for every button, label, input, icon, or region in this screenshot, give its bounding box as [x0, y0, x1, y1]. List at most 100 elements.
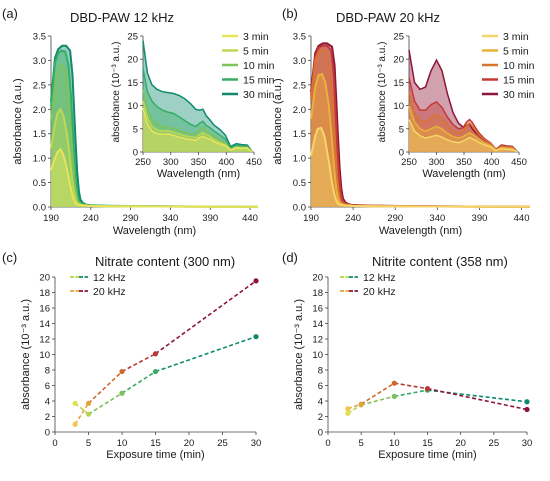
- data-point-20-kHz: [358, 401, 364, 407]
- legend-label-5-min: 5 min: [503, 46, 529, 58]
- inset-y-tick-label: 20: [127, 55, 138, 66]
- series-segment-12-kHz: [121, 370, 156, 394]
- x-tick-label: 240: [345, 213, 361, 224]
- data-point-12-kHz: [72, 400, 78, 406]
- inset-area-30-min: [143, 40, 252, 152]
- x-axis-label: Exposure time (min): [106, 449, 204, 461]
- panel-a-title: DBD-PAW 12 kHz: [70, 10, 174, 25]
- x-tick-label: 30: [251, 438, 262, 449]
- legend-label-20-kHz: 20 kHz: [93, 286, 126, 298]
- y-tick-label: 3.0: [33, 56, 46, 67]
- y-tick-label: 1.0: [33, 154, 46, 165]
- data-point-12-kHz: [524, 399, 530, 405]
- inset-line-3-min: [408, 119, 518, 153]
- y-tick-label: 10: [39, 350, 50, 361]
- x-tick-label: 240: [83, 213, 99, 224]
- x-tick-label: 340: [429, 213, 445, 224]
- x-tick-label: 5: [86, 438, 91, 449]
- data-point-20-kHz: [85, 400, 92, 406]
- legend-label-15-min: 15 min: [243, 75, 275, 87]
- y-tick-label: 2.5: [293, 80, 306, 91]
- y-tick-label: 8: [318, 366, 323, 377]
- y-tick-label: 12: [39, 335, 50, 346]
- x-tick-label: 10: [117, 438, 128, 449]
- y-tick-label: 1.0: [293, 154, 306, 165]
- y-tick-label: 0.0: [293, 203, 306, 214]
- series-segment-20-kHz: [427, 387, 528, 411]
- y-tick-label: 2.0: [33, 105, 46, 116]
- inset-area-3-min: [409, 119, 517, 152]
- y-tick-label: 10: [312, 350, 323, 361]
- y-tick-label: 6: [318, 381, 323, 392]
- panel-c-chart: 0 2 4 6 8 10 12 14 16 18 20 0 5 10 15 20 25 30 Exposure ti…: [20, 272, 261, 461]
- y-tick-label: 8: [45, 366, 50, 377]
- inset-y-tick-label: 25: [127, 32, 138, 43]
- panel-b-chart: 0.0 0.5 1.0 1.5 2.0 2.5 3.0 3.5 190 240 290 340 390 4…: [272, 31, 535, 237]
- y-tick-label: 14: [39, 319, 50, 330]
- y-axis-label: absorbance (10⁻³ a.u.): [293, 299, 305, 410]
- inset-area-5-min: [143, 100, 252, 152]
- inset-line-15-min: [142, 68, 253, 152]
- data-point-12-kHz: [152, 368, 159, 375]
- inset-x-tick-label: 450: [246, 157, 262, 168]
- series-segment-12-kHz: [347, 404, 362, 415]
- x-tick-label: 190: [43, 213, 59, 224]
- legend-label-12-kHz: 12 kHz: [93, 272, 126, 284]
- data-point-20-kHz: [391, 380, 397, 386]
- x-axis-label: Exposure time (min): [378, 449, 476, 461]
- data-point-12-kHz: [253, 334, 259, 340]
- y-tick-label: 14: [312, 319, 323, 330]
- legend-label-3-min: 3 min: [243, 31, 269, 43]
- data-point-12-kHz: [85, 411, 92, 417]
- y-tick-label: 16: [312, 304, 323, 315]
- series-segment-20-kHz: [121, 353, 156, 373]
- y-tick-label: 4: [45, 397, 50, 408]
- x-tick-label: 440: [514, 213, 530, 224]
- x-tick-label: 190: [303, 213, 319, 224]
- y-tick-label: 0.0: [33, 203, 46, 214]
- y-axis-label: absorbance (a.u.): [272, 78, 284, 164]
- series-segment-12-kHz: [74, 402, 90, 415]
- series-segment-12-kHz: [88, 392, 123, 415]
- inset-y-tick-label: 10: [127, 101, 138, 112]
- legend-label-30-min: 30 min: [503, 89, 535, 101]
- inset-x-tick-label: 400: [484, 157, 500, 168]
- series-segment-20-kHz: [74, 402, 90, 425]
- x-tick-label: 20: [184, 438, 195, 449]
- data-point-12-kHz: [119, 390, 125, 396]
- data-point-20-kHz: [72, 421, 78, 427]
- y-axis-label: absorbance (a.u.): [12, 78, 24, 164]
- x-tick-label: 20: [455, 438, 466, 449]
- y-tick-label: 20: [312, 273, 323, 284]
- x-tick-label: 25: [489, 438, 500, 449]
- y-tick-label: 18: [39, 288, 50, 299]
- inset-line-3-min: [142, 107, 253, 153]
- inset-y-tick-label: 25: [393, 32, 404, 43]
- y-tick-label: 20: [39, 273, 50, 284]
- legend-label-3-min: 3 min: [503, 31, 529, 43]
- x-tick-label: 15: [150, 438, 161, 449]
- series-line-3-min: [310, 126, 531, 208]
- data-point-20-kHz: [424, 386, 431, 392]
- data-point-20-kHz: [152, 351, 159, 357]
- y-tick-label: 0.5: [293, 178, 306, 189]
- inset-x-tick-label: 300: [429, 157, 445, 168]
- series-segment-20-kHz: [155, 280, 257, 355]
- legend-label-15-min: 15 min: [503, 75, 535, 87]
- x-tick-label: 30: [522, 438, 533, 449]
- y-tick-label: 1.5: [33, 129, 46, 140]
- x-tick-label: 290: [387, 213, 403, 224]
- y-tick-label: 0: [318, 428, 323, 439]
- legend-label-12-kHz: 12 kHz: [363, 272, 396, 284]
- series-area-5-min: [311, 74, 530, 207]
- series-segment-20-kHz: [87, 370, 123, 404]
- y-tick-label: 2: [45, 412, 50, 423]
- inset-y-tick-label: 5: [133, 124, 138, 135]
- y-tick-label: 2.5: [33, 80, 46, 91]
- legend-label-10-min: 10 min: [503, 60, 535, 72]
- inset-y-tick-label: 10: [393, 101, 404, 112]
- inset-y-tick-label: 15: [393, 78, 404, 89]
- y-axis-label: absorbance (10⁻³ a.u.): [20, 299, 32, 410]
- legend-label-30-min: 30 min: [243, 89, 275, 101]
